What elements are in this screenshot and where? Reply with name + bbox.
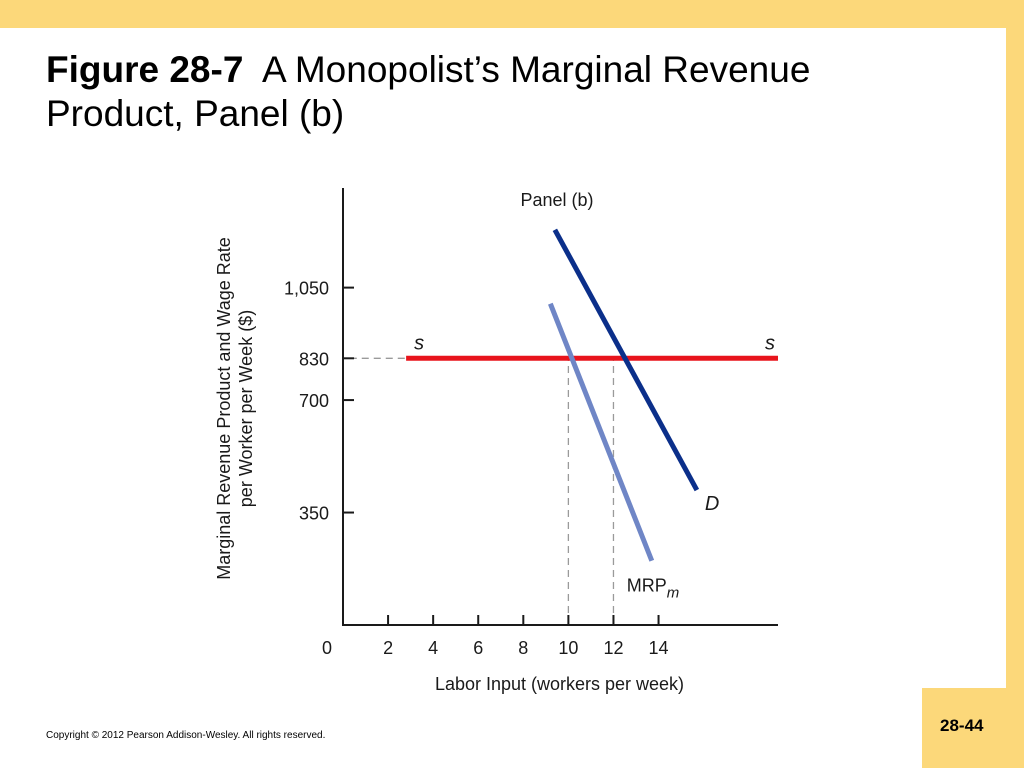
x-tick-label: 10 [558, 638, 578, 658]
x-axis-label: Labor Input (workers per week) [435, 674, 684, 694]
y-tick-label: 830 [299, 349, 329, 369]
series-label-D: D [705, 493, 719, 515]
figure-number: Figure 28-7 [46, 49, 244, 90]
chart-title: Panel (b) [520, 190, 593, 210]
series-line-D [552, 228, 700, 492]
series-label-MRPm: MRPm [627, 576, 680, 602]
y-tick-label: 1,050 [284, 279, 329, 299]
series-label-s-left: s [414, 332, 424, 354]
y-axis-label: Marginal Revenue Product and Wage Rate pe… [214, 237, 256, 580]
footer-bar [0, 688, 922, 768]
chart-layer: 350 700 830 1,050 0 2 4 6 8 10 12 14 Labor Input (wo… [214, 188, 778, 694]
x-tick-label: 8 [518, 638, 528, 658]
page-number: 28-44 [940, 716, 984, 735]
x-tick-label: 2 [383, 638, 393, 658]
x-tick-label: 6 [473, 638, 483, 658]
x-tick-label: 4 [428, 638, 438, 658]
figure-caption: A Monopolist’s Marginal Revenue Product,… [46, 49, 811, 134]
slide-title: Figure 28-7 A Monopolist’s Marginal Reve… [46, 48, 946, 136]
y-tick-label: 700 [299, 391, 329, 411]
series-line-MRPm [548, 302, 655, 562]
x-tick-label: 0 [322, 638, 332, 658]
series-label-s-right: s [765, 332, 775, 354]
x-tick-label: 14 [649, 638, 669, 658]
copyright-text: Copyright © 2012 Pearson Addison-Wesley.… [46, 730, 326, 741]
y-tick-label: 350 [299, 504, 329, 524]
x-tick-label: 12 [603, 638, 623, 658]
